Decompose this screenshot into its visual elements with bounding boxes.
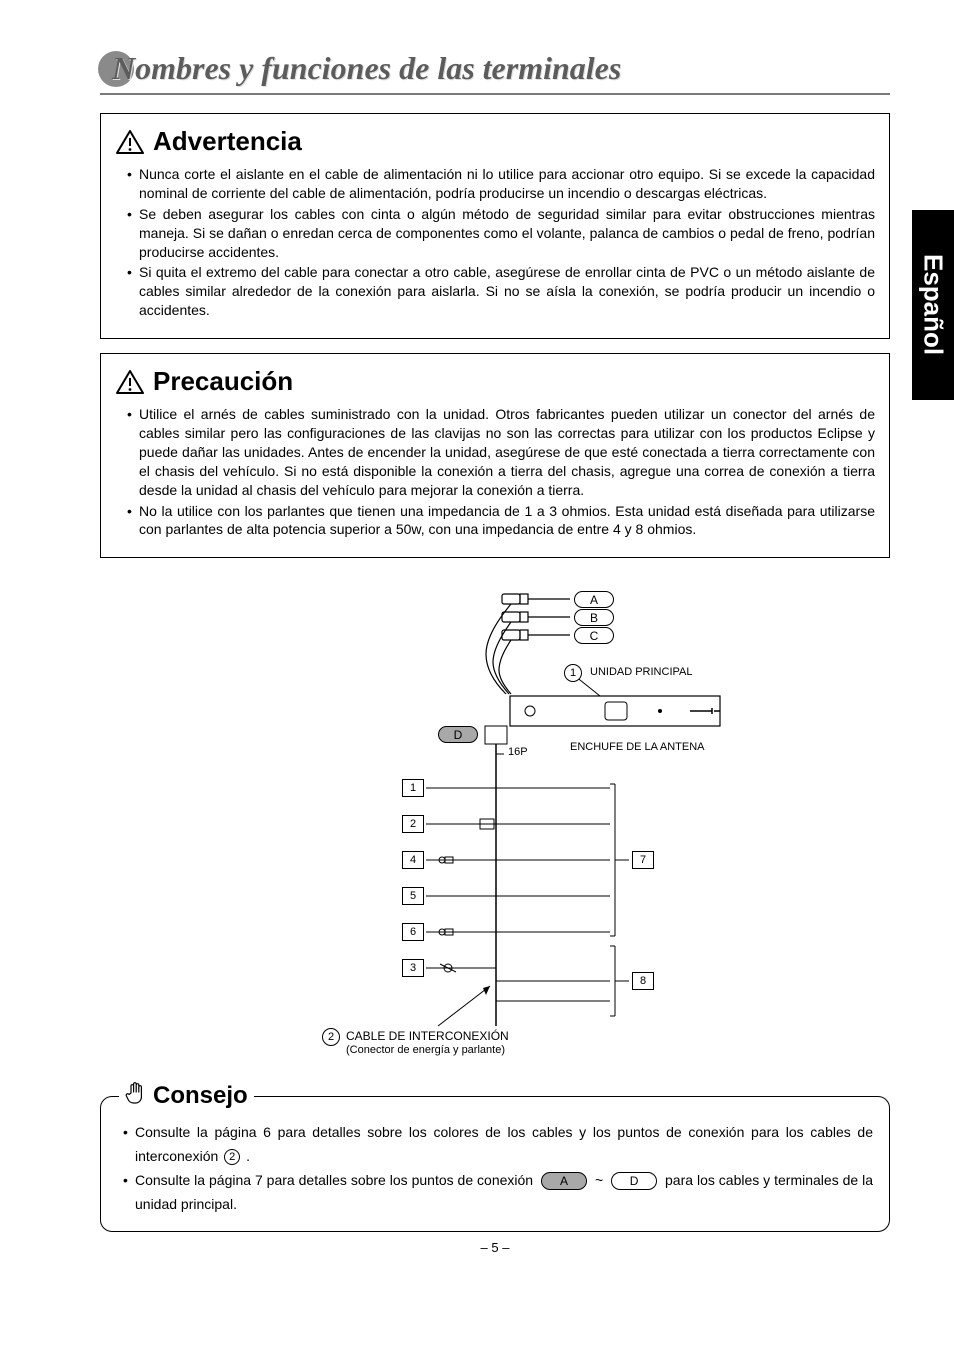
label-16p: 16P	[508, 746, 528, 758]
tip2-mid: ~	[595, 1172, 607, 1188]
pill-c: C	[574, 627, 614, 644]
wire-box-3: 3	[402, 959, 424, 977]
terminal-diagram: A B C 1 UNIDAD PRINCIPAL ENCHUFE DE LA A…	[70, 586, 890, 1086]
language-tab-label: Español	[918, 254, 949, 355]
wire-box-1: 1	[402, 779, 424, 797]
caution-item: No la utilice con los parlantes que tien…	[127, 502, 875, 540]
warning-box: Advertencia Nunca corte el aislante en e…	[100, 113, 890, 339]
warning-heading: Advertencia	[153, 126, 302, 157]
tip2-pill-d: D	[611, 1172, 657, 1190]
page-number: – 5 –	[100, 1240, 890, 1255]
warning-header: Advertencia	[115, 126, 875, 157]
caution-list: Utilice el arnés de cables suministrado …	[115, 405, 875, 539]
wire-box-2: 2	[402, 815, 424, 833]
page-title-row: Nombres y funciones de las terminales	[100, 50, 890, 95]
page-title: Nombres y funciones de las terminales	[112, 50, 621, 87]
wire-box-7: 7	[632, 851, 654, 869]
wire-box-4: 4	[402, 851, 424, 869]
tip-body: Consulte la página 6 para detalles sobre…	[117, 1121, 873, 1216]
wire-box-8: 8	[632, 972, 654, 990]
warning-item: Si quita el extremo del cable para conec…	[127, 263, 875, 320]
caution-header: Precaución	[115, 366, 875, 397]
warning-icon	[115, 129, 145, 155]
caution-icon	[115, 369, 145, 395]
label-interconexion-2: (Conector de energía y parlante)	[346, 1044, 505, 1056]
tip2-pre: Consulte la página 7 para detalles sobre…	[135, 1172, 537, 1188]
diagram-lines	[70, 586, 890, 1086]
wire-box-6: 6	[402, 923, 424, 941]
tip1-circle-ref: 2	[224, 1149, 240, 1165]
label-interconexion-1: CABLE DE INTERCONEXIÓN	[346, 1029, 509, 1043]
tip-box: Consejo Consulte la página 6 para detall…	[100, 1096, 890, 1231]
pill-a: A	[574, 591, 614, 608]
caution-heading: Precaución	[153, 366, 293, 397]
hand-icon	[125, 1081, 147, 1110]
pill-b: B	[574, 609, 614, 626]
warning-item: Nunca corte el aislante en el cable de a…	[127, 165, 875, 203]
tip-item: Consulte la página 7 para detalles sobre…	[123, 1169, 873, 1217]
pill-d: D	[438, 726, 478, 743]
tip2-pill-a: A	[541, 1172, 587, 1190]
wire-box-5: 5	[402, 887, 424, 905]
label-antena: ENCHUFE DE LA ANTENA	[570, 741, 704, 753]
page-content: Nombres y funciones de las terminales Ad…	[0, 0, 954, 1285]
label-unidad-principal: UNIDAD PRINCIPAL	[590, 666, 692, 678]
tip1-post: .	[246, 1148, 250, 1164]
warning-list: Nunca corte el aislante en el cable de a…	[115, 165, 875, 320]
tip-header: Consejo	[119, 1081, 254, 1110]
tip-heading: Consejo	[153, 1082, 248, 1110]
caution-box: Precaución Utilice el arnés de cables su…	[100, 353, 890, 558]
tip-item: Consulte la página 6 para detalles sobre…	[123, 1121, 873, 1169]
warning-item: Se deben asegurar los cables con cinta o…	[127, 205, 875, 262]
caution-item: Utilice el arnés de cables suministrado …	[127, 405, 875, 499]
language-tab: Español	[912, 210, 954, 400]
